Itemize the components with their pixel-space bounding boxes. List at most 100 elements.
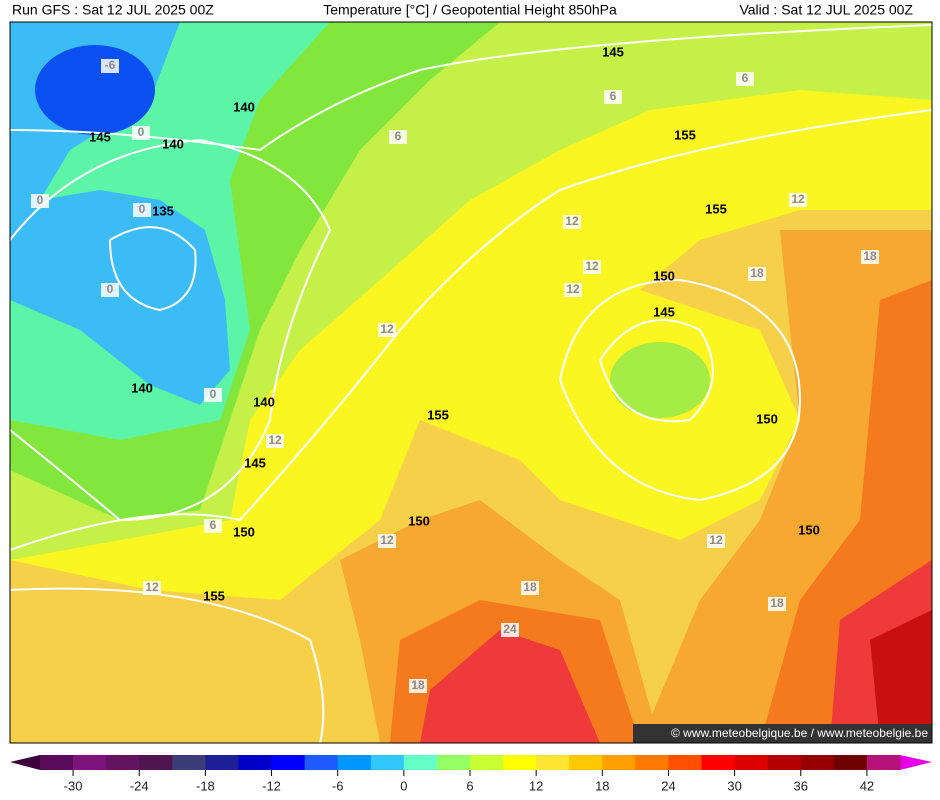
colorbar-tick-label: -6 [332,778,344,793]
colorbar-segment [470,755,504,770]
valid-label: Valid : Sat 12 JUL 2025 00Z [739,2,913,18]
map-title: Temperature [°C] / Geopotential Height 8… [323,2,617,18]
colorbar-segment [172,755,206,770]
map: © www.meteobelgique.be / www.meteobelgie… [10,22,932,743]
temperature-label-box [204,519,222,533]
colorbar-segment [337,755,372,770]
temperature-label-box [604,90,622,104]
colorbar-tick-label: 36 [794,778,808,793]
temperature-label-box [378,323,396,337]
fill-poland [610,342,710,418]
temperature-label-box [861,250,879,264]
height-label: 135 [152,203,174,218]
temperature-label: 12 [565,214,579,228]
temperature-label: 18 [411,678,425,692]
height-label: 150 [756,411,778,426]
temperature-label: 12 [145,580,159,594]
temperature-label-box [409,679,427,693]
temperature-label-box [133,203,151,217]
colorbar-segment [205,755,239,770]
colorbar-segment [436,755,471,770]
colorbar-segment [800,755,835,770]
colorbar-tick-label: 30 [727,778,741,793]
fill-24-27 [420,560,932,743]
colorbar-segment [833,755,868,770]
temperature-label: 0 [138,125,145,139]
temperature-label: 18 [750,266,764,280]
colorbar-segment [40,755,74,770]
temperature-label-box [101,59,119,73]
temperature-label-box [564,283,582,297]
temperature-label: 12 [380,322,394,336]
colorbar-high-end [900,755,932,770]
height-label: 155 [674,127,696,142]
temperature-label: 18 [863,249,877,263]
temperature-label: 18 [523,580,537,594]
temperature-label-box [101,283,119,297]
temperature-label-box [31,194,49,208]
temperature-label-box [378,534,396,548]
temperature-label: 12 [380,533,394,547]
temperature-label-box [521,581,539,595]
temperature-label: 0 [37,193,44,207]
temperature-label-box [789,193,807,207]
temperature-label: 0 [210,387,217,401]
temperature-label: 24 [503,622,517,636]
height-label: 140 [253,394,275,409]
height-label: 150 [408,513,430,528]
colorbar-segment [238,755,273,770]
height-label: 145 [244,455,266,470]
temperature-label-box [204,388,222,402]
height-label: 145 [653,304,675,319]
colorbar-segment [503,755,537,770]
colorbar-tick-label: 6 [466,778,473,793]
colorbar-segment [403,755,438,770]
temperature-label: 0 [139,202,146,216]
height-label: 155 [705,201,727,216]
height-label: 155 [203,588,225,603]
height-label: 155 [427,407,449,422]
temperature-label-box [563,215,581,229]
colorbar-segment [866,755,901,770]
fill-27-30 [870,610,932,743]
colorbar-segment [668,755,703,770]
map-frame [9,21,933,744]
temperature-label: 12 [566,282,580,296]
temperature-label: 12 [268,433,282,447]
colorbar-segment [139,755,173,770]
height-label: 140 [131,380,153,395]
height-label: 150 [653,268,675,283]
colorbar-tick-label: -18 [196,778,215,793]
temperature-label-box [501,623,519,637]
temperature-label: 12 [791,192,805,206]
temperature-label: 6 [610,89,617,103]
temperature-label: -6 [105,58,116,72]
height-label: 140 [162,136,184,151]
colorbar-segment [734,755,769,770]
height-label: 140 [233,99,255,114]
temperature-label-box [768,597,786,611]
colorbar-segment [304,755,339,770]
height-label: 150 [233,524,255,539]
colorbar-segment [536,755,570,770]
colorbar-tick-label: 18 [595,778,609,793]
colorbar-tick-label: 24 [661,778,675,793]
colorbar-segment [73,755,107,770]
colorbar-tick-label: -30 [64,778,83,793]
colorbar-segment [569,755,603,770]
height-label: 145 [89,129,111,144]
temperature-label-box [736,72,754,86]
temperature-label-box [583,260,601,274]
temperature-label-box [143,581,161,595]
temperature-label: 0 [107,282,114,296]
temperature-label-box [707,534,725,548]
temperature-label-box [266,434,284,448]
temperature-label-box [389,130,407,144]
colorbar-segment [106,755,140,770]
temperature-label: 12 [709,533,723,547]
temperature-label: 6 [742,71,749,85]
colorbar-tick-label: -12 [262,778,281,793]
colorbar-segment [602,755,636,770]
temperature-label: 6 [210,518,217,532]
